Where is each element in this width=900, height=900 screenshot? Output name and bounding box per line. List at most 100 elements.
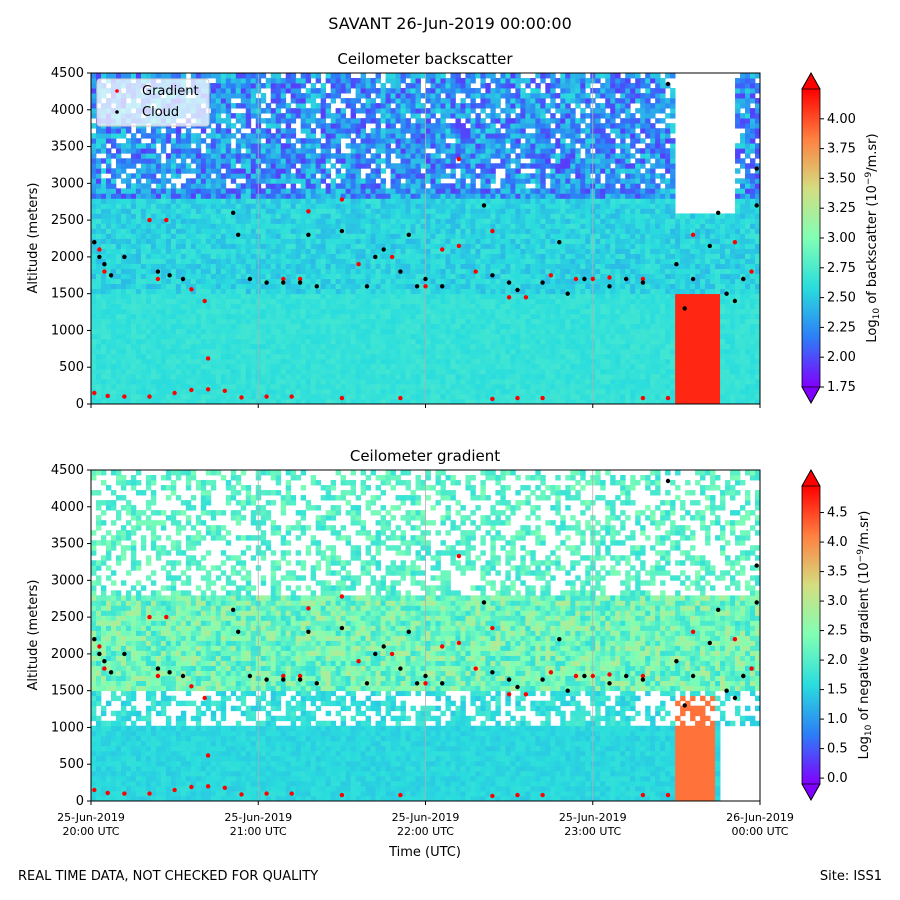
x-tick-label-time: 20:00 UTC	[62, 825, 119, 838]
gradient-marker	[202, 298, 207, 304]
gradient-marker	[289, 791, 294, 796]
cloud-marker	[398, 269, 403, 274]
cloud-marker	[557, 637, 562, 642]
cloud-marker	[682, 703, 687, 708]
colorbar-tick-label: 2.0	[827, 653, 848, 668]
cloud-marker	[741, 276, 746, 282]
gradient-marker	[205, 387, 211, 392]
gradient-colorbar-min-arrow	[801, 783, 821, 801]
backscatter-colorbar-label: Log10 of backscatter (10−9/m.sr)	[864, 133, 882, 342]
cloud-marker	[540, 677, 545, 682]
quality-disclaimer: REAL TIME DATA, NOT CHECKED FOR QUALITY	[18, 869, 319, 884]
gradient-marker	[264, 394, 269, 399]
colorbar-tick-label: 1.5	[827, 683, 848, 698]
cloud-marker	[97, 254, 102, 260]
cloud-marker	[582, 673, 587, 679]
colorbar-tick-label: 0.0	[827, 771, 848, 786]
cloud-marker	[236, 232, 241, 237]
gradient-marker	[506, 692, 512, 697]
gradient-colorbar-label: Log10 of negative gradient (10−9/m.sr)	[856, 511, 874, 760]
cloud-marker	[754, 563, 759, 568]
cloud-marker	[339, 228, 345, 234]
cloud-marker	[716, 607, 721, 612]
cloud-marker	[231, 210, 236, 215]
y-tick-label: 2500	[51, 610, 84, 625]
gradient-marker	[607, 672, 612, 677]
colorbar-tick-label: 3.50	[827, 171, 856, 186]
colorbar-tick-label: 2.25	[827, 320, 856, 335]
gradient-marker	[147, 394, 152, 399]
cloud-marker	[724, 688, 729, 693]
gradient-marker	[205, 753, 211, 758]
gradient-marker	[523, 692, 529, 697]
gradient-marker	[306, 606, 311, 611]
colorbar-tick-label: 3.75	[827, 142, 856, 157]
gradient-marker	[440, 644, 445, 649]
x-tick-label-date: 25-Jun-2019	[57, 811, 125, 824]
cloud-marker	[423, 673, 428, 679]
gradient-colorbar-ticks: 0.0 0.5 1.0 1.5 2.0 2.5 3.0 3.5 4.0 4.5	[820, 506, 848, 786]
colorbar-tick-label: 2.50	[827, 291, 856, 306]
gradient-marker	[105, 790, 110, 796]
gradient-marker	[515, 792, 520, 798]
gradient-marker	[222, 388, 227, 393]
cloud-marker	[414, 681, 420, 686]
cloud-marker	[506, 280, 512, 285]
gradient-marker	[306, 209, 311, 214]
gradient-marker	[640, 395, 646, 401]
gradient-marker	[398, 395, 403, 401]
cloud-marker	[690, 276, 696, 282]
cloud-marker	[297, 280, 303, 285]
cloud-marker	[236, 629, 241, 634]
cloud-marker	[180, 673, 186, 679]
gradient-marker	[590, 673, 595, 679]
gradient-marker	[540, 792, 545, 798]
gradient-marker	[423, 681, 428, 686]
gradient-marker	[339, 594, 345, 599]
cloud-marker	[423, 276, 428, 282]
cloud-marker	[231, 607, 236, 612]
gradient-marker	[122, 394, 127, 399]
cloud-marker	[682, 306, 687, 311]
gradient-marker	[490, 793, 495, 799]
x-tick-label-date: 25-Jun-2019	[224, 811, 292, 824]
cloud-marker	[247, 276, 253, 282]
gradient-marker	[540, 395, 545, 401]
cloud-marker	[665, 478, 671, 484]
gradient-marker	[389, 651, 395, 657]
gradient-marker	[339, 395, 345, 401]
backscatter-markers	[92, 81, 759, 402]
y-tick-label: 3000	[51, 573, 84, 588]
gradient-marker	[389, 254, 395, 260]
gradient-markers	[92, 478, 759, 799]
colorbar-tick-label: 1.0	[827, 712, 848, 727]
cloud-marker	[724, 291, 729, 296]
colorbar-tick-label: 2.5	[827, 624, 848, 639]
y-tick-label: 4500	[51, 66, 84, 81]
gradient-marker	[640, 673, 646, 679]
gradient-marker	[456, 156, 462, 162]
gradient-marker	[490, 625, 495, 631]
gradient-marker	[473, 666, 478, 671]
gradient-marker	[239, 792, 244, 797]
cloud-marker	[754, 203, 759, 208]
legend-box	[96, 78, 210, 127]
colorbar-tick-label: 2.75	[827, 261, 856, 276]
gradient-x-label: Time (UTC)	[388, 845, 461, 860]
gradient-marker	[189, 387, 194, 393]
gradient-marker	[548, 670, 554, 675]
x-tick-label-time: 23:00 UTC	[564, 825, 621, 838]
cloud-marker	[490, 670, 495, 675]
x-tick-label-date: 25-Jun-2019	[392, 811, 460, 824]
gradient-marker	[732, 637, 738, 642]
gradient-marker	[205, 356, 211, 361]
gradient-title: Ceilometer gradient	[350, 447, 500, 465]
y-tick-label: 4500	[51, 463, 84, 478]
gradient-marker	[147, 791, 152, 796]
colorbar-tick-label: 4.00	[827, 112, 856, 127]
cloud-marker	[373, 651, 378, 657]
gradient-marker	[264, 791, 269, 796]
cloud-marker	[490, 273, 495, 278]
y-tick-label: 2000	[51, 250, 84, 265]
